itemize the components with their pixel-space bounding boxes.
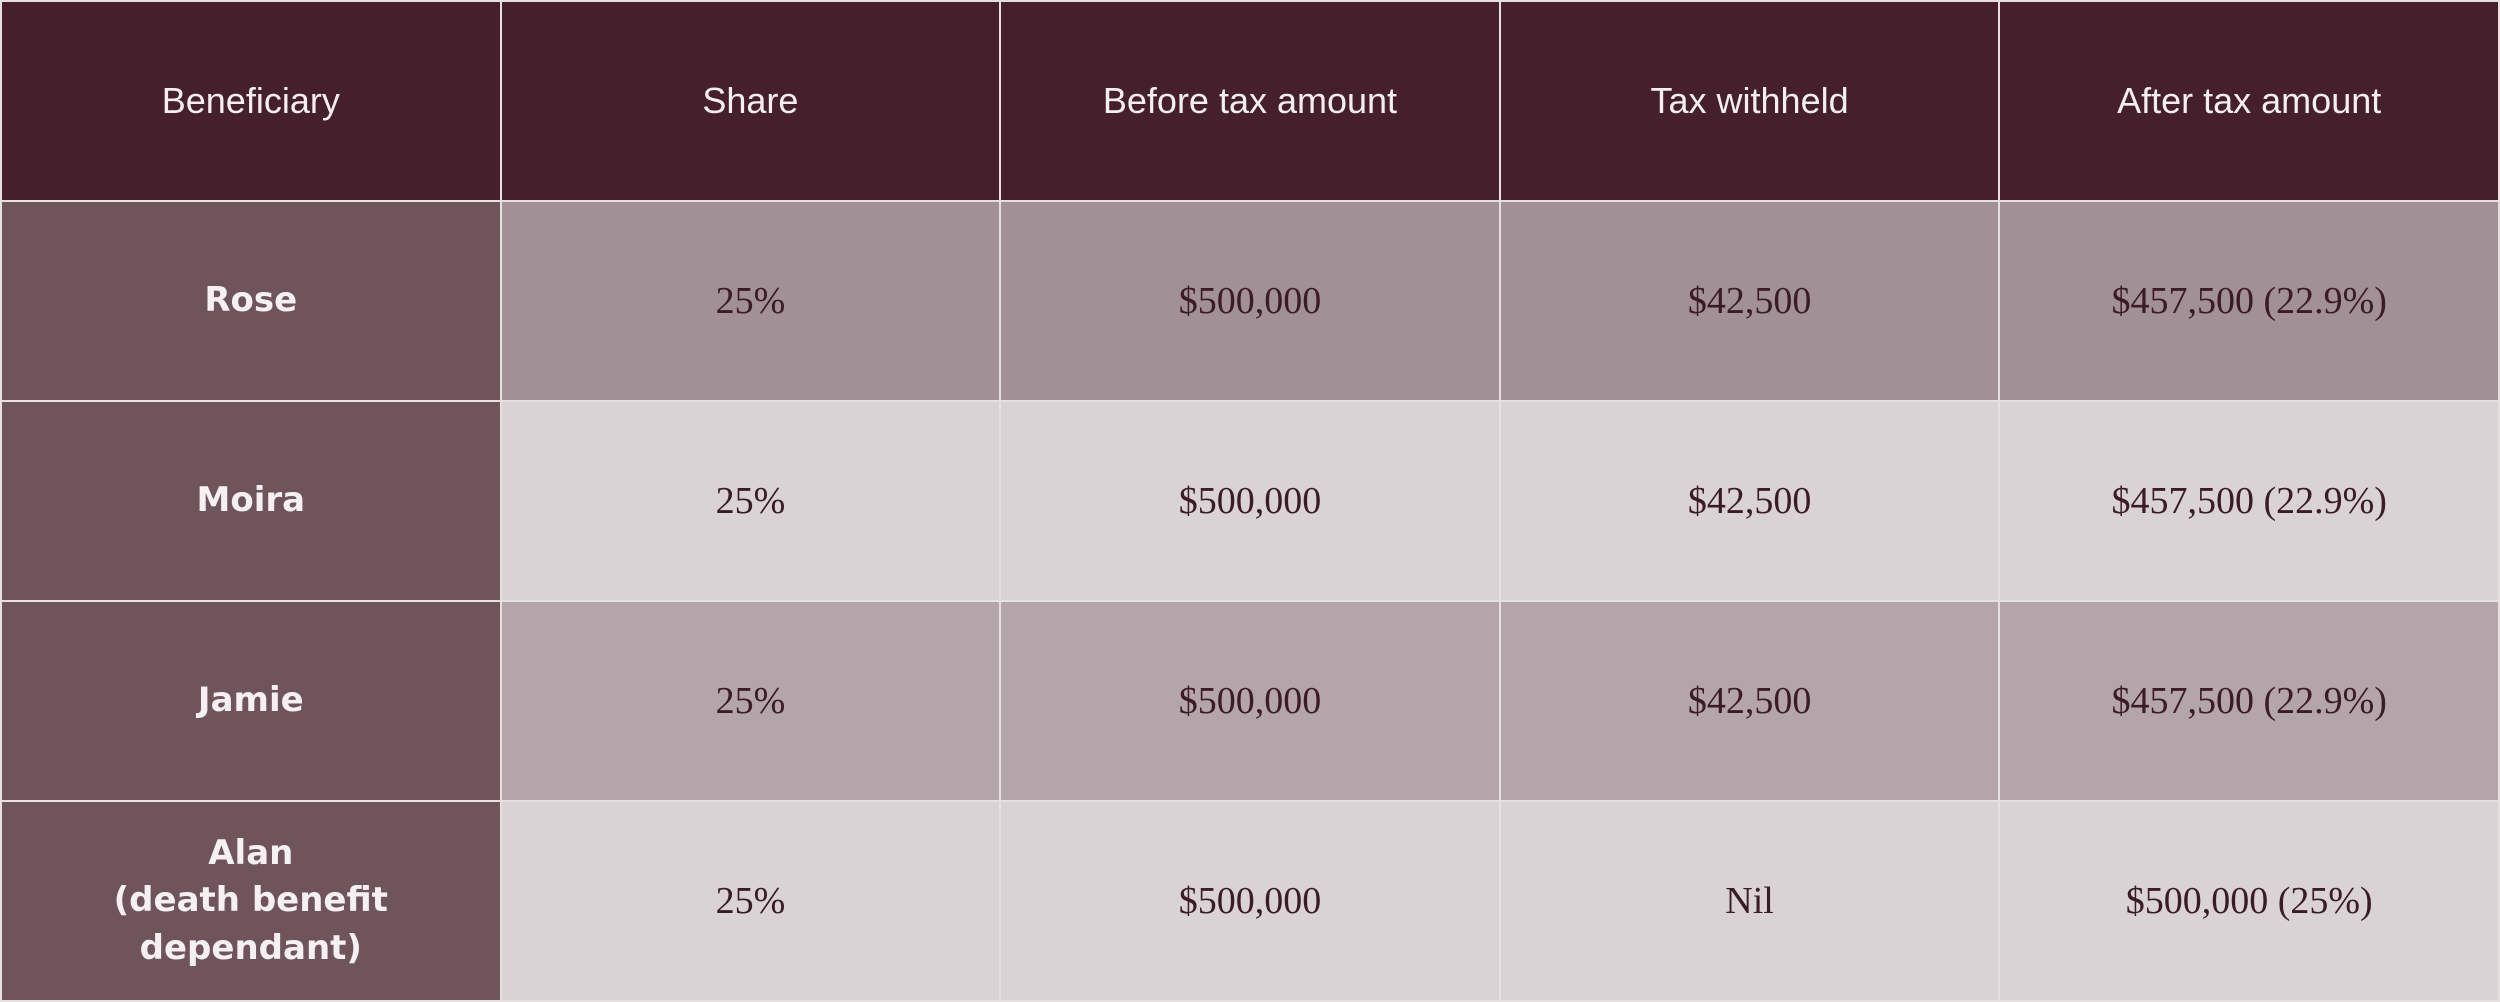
after-tax-cell: $457,500 (22.9%): [1998, 400, 2500, 602]
table-row: Jamie 25% $500,000 $42,500 $457,500 (22.…: [0, 600, 2500, 802]
table-header: Beneficiary Share Before tax amount Tax …: [0, 0, 2500, 202]
share-cell: 25%: [499, 400, 1002, 602]
before-tax-cell: $500,000: [999, 600, 1501, 802]
after-tax-cell: $500,000 (25%): [1998, 800, 2500, 1002]
share-cell: 25%: [499, 800, 1002, 1002]
share-cell: 25%: [499, 600, 1002, 802]
table-row: Moira 25% $500,000 $42,500 $457,500 (22.…: [0, 400, 2500, 602]
beneficiary-cell: Rose: [0, 200, 502, 402]
beneficiary-name: Alan: [208, 832, 294, 873]
after-tax-cell: $457,500 (22.9%): [1998, 200, 2500, 402]
beneficiary-name: Jamie: [197, 680, 304, 721]
before-tax-cell: $500,000: [999, 400, 1501, 602]
beneficiary-cell: Alan (death benefit dependant): [0, 800, 502, 1002]
after-tax-cell: $457,500 (22.9%): [1998, 600, 2500, 802]
header-row: Beneficiary Share Before tax amount Tax …: [0, 0, 2500, 202]
header-beneficiary: Beneficiary: [0, 0, 502, 202]
table-row: Alan (death benefit dependant) 25% $500,…: [0, 800, 2500, 1002]
tax-withheld-cell: $42,500: [1498, 400, 2001, 602]
beneficiary-name: Rose: [204, 280, 298, 321]
header-tax-withheld: Tax withheld: [1498, 0, 2001, 202]
before-tax-cell: $500,000: [999, 200, 1501, 402]
header-after-tax-amount: After tax amount: [1998, 0, 2500, 202]
before-tax-cell: $500,000: [999, 800, 1501, 1002]
table-body: Rose 25% $500,000 $42,500 $457,500 (22.9…: [0, 200, 2500, 1002]
share-cell: 25%: [499, 200, 1002, 402]
beneficiary-note: (death benefit dependant): [113, 880, 388, 968]
tax-withheld-cell: Nil: [1498, 800, 2001, 1002]
tax-withheld-cell: $42,500: [1498, 200, 2001, 402]
beneficiary-cell: Moira: [0, 400, 502, 602]
header-before-tax-amount: Before tax amount: [999, 0, 1501, 202]
tax-withheld-cell: $42,500: [1498, 600, 2001, 802]
table-row: Rose 25% $500,000 $42,500 $457,500 (22.9…: [0, 200, 2500, 402]
header-share: Share: [499, 0, 1002, 202]
beneficiary-cell: Jamie: [0, 600, 502, 802]
beneficiary-name: Moira: [196, 480, 306, 521]
